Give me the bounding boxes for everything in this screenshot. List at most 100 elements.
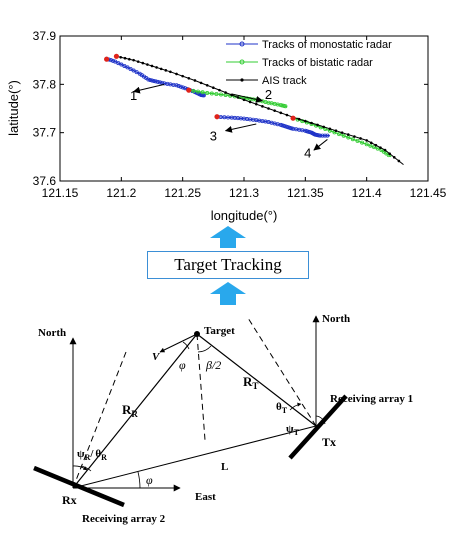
phi-label: φ — [179, 358, 186, 372]
beta-arc — [197, 345, 212, 353]
series-point — [379, 146, 382, 149]
series-point — [153, 79, 158, 84]
series-point — [141, 61, 145, 65]
annotation-layer: 1 2 3 4 — [130, 83, 328, 160]
series-point — [191, 88, 196, 93]
bistatic-geometry-diagram: North North East L Target V φ β/2 RR — [33, 313, 413, 525]
series-point — [199, 81, 203, 85]
series-point — [222, 115, 227, 120]
annotation-arrow — [313, 139, 328, 151]
phi-baseline-label: φ — [146, 473, 153, 487]
series-point — [205, 91, 210, 96]
rx-label: Rx — [62, 493, 77, 507]
psiR-arc — [72, 465, 88, 471]
thetaR-arc — [80, 465, 92, 472]
series-point — [146, 63, 149, 66]
series-point — [155, 66, 158, 69]
x-tick-label: 121.25 — [164, 186, 201, 200]
track-start-point — [214, 114, 220, 120]
tracking-chart: 121.15 121.2 121.25 121.3 121.35 121.4 121.45 … — [6, 29, 447, 223]
series-point — [176, 84, 181, 89]
series-point — [128, 66, 133, 71]
series-point — [392, 156, 396, 159]
x-tick-label: 121.45 — [410, 186, 447, 200]
series-point — [369, 141, 373, 145]
series-point — [368, 143, 373, 148]
series-point — [365, 139, 368, 142]
series-point — [122, 63, 127, 68]
series-point — [346, 133, 350, 136]
series-point — [193, 79, 197, 82]
series-point — [205, 84, 209, 87]
series-point — [375, 146, 380, 151]
series-point — [355, 138, 360, 143]
y-axis-ticks: 37.6 37.7 37.8 37.9 — [33, 29, 428, 188]
rx-target-line — [72, 333, 198, 489]
series-point — [164, 69, 168, 72]
legend-entry-monostatic: Tracks of monostatic radar — [226, 39, 392, 51]
track-start-point — [113, 53, 120, 59]
series-point — [285, 113, 289, 117]
track-start-point — [104, 56, 110, 62]
series-point — [337, 132, 342, 137]
series-point — [146, 77, 151, 82]
series-point — [180, 85, 185, 90]
series-point — [116, 61, 121, 66]
x-tick-label: 121.2 — [106, 186, 136, 200]
series-point — [242, 98, 246, 102]
legend-label: Tracks of bistatic radar — [262, 57, 373, 69]
series-point — [334, 129, 338, 133]
receiving-array-2-label: Receiving array 2 — [82, 513, 166, 525]
velocity-vector — [159, 333, 198, 353]
north-label-left: North — [38, 327, 66, 339]
series-point — [119, 62, 124, 67]
series-point — [372, 145, 377, 150]
legend-label: Tracks of monostatic radar — [262, 39, 392, 51]
series-point — [322, 125, 326, 129]
series-point — [224, 91, 227, 94]
series-point — [113, 59, 118, 64]
series-point — [340, 131, 344, 134]
up-arrow-top — [210, 226, 246, 248]
target-label: Target — [204, 325, 235, 337]
series-point — [364, 142, 369, 147]
series-point — [150, 64, 154, 68]
series-point — [169, 70, 172, 74]
series-point — [119, 55, 123, 59]
series-line — [106, 58, 205, 96]
phi-arc — [182, 341, 190, 350]
x-tick-label: 121.3 — [229, 186, 259, 200]
psiT-label: ψT — [286, 423, 300, 437]
series-point — [181, 74, 184, 78]
series-point — [273, 109, 276, 112]
series-point — [131, 68, 136, 73]
east-label: East — [195, 491, 216, 503]
series-point — [341, 133, 346, 138]
annotation-arrow — [231, 93, 264, 103]
series-point — [132, 58, 135, 62]
annotation-label: 1 — [130, 88, 137, 103]
series-point — [212, 86, 215, 90]
legend-entry-ais: AIS track — [226, 75, 307, 87]
series-point — [332, 130, 337, 135]
x-axis-label: longitude(°) — [211, 208, 278, 223]
series-point — [360, 140, 365, 145]
series-point — [248, 100, 252, 104]
series-point — [134, 70, 139, 75]
series-point — [148, 77, 153, 82]
target-tracking-box: Target Tracking — [147, 251, 309, 279]
annotation-label: 4 — [304, 145, 311, 160]
tx-target-line — [196, 333, 317, 427]
legend-entry-bistatic: Tracks of bistatic radar — [226, 57, 373, 69]
series-point — [397, 159, 401, 163]
track-start-point — [186, 87, 192, 93]
series-point — [174, 83, 179, 88]
series-point — [304, 119, 307, 123]
tx-dashed-line — [247, 317, 317, 427]
series-point — [297, 117, 301, 121]
thetaT-arc — [289, 402, 302, 411]
series-point — [322, 133, 327, 138]
series-point — [359, 137, 362, 140]
legend-label: AIS track — [262, 75, 307, 87]
